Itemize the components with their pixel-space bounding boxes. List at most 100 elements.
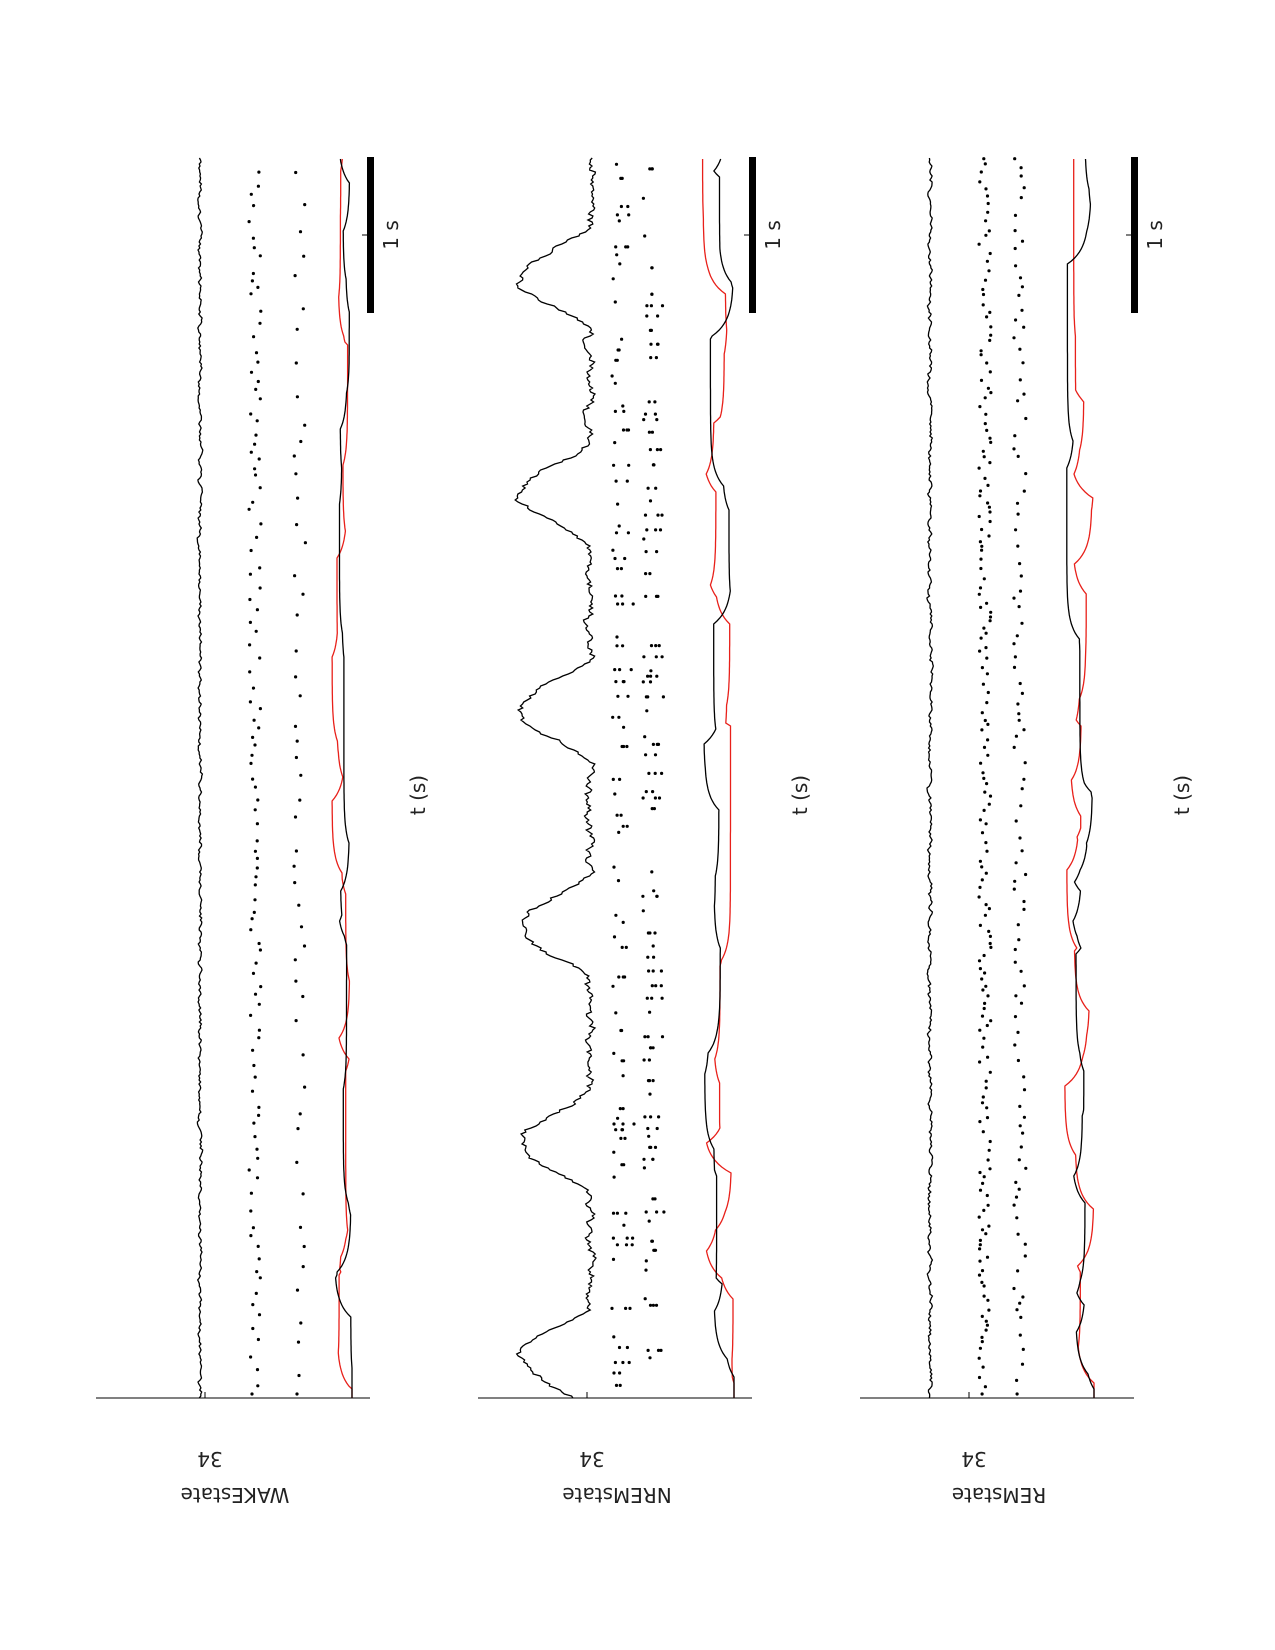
spike-dot: [1013, 157, 1017, 161]
spike-dot: [981, 771, 985, 775]
spike-dot: [651, 790, 655, 794]
spike-dot: [661, 695, 666, 699]
spike-dot: [646, 674, 650, 678]
spike-dot: [648, 1092, 652, 1096]
spike-dot: [254, 875, 258, 879]
spike-dot: [1021, 361, 1025, 365]
spike-dot: [250, 1089, 255, 1093]
spike-dot: [1016, 923, 1020, 927]
spike-dot: [258, 254, 262, 258]
spike-dot: [254, 1291, 258, 1295]
spike-dot: [298, 230, 303, 234]
spike-dot: [978, 1247, 982, 1251]
scale-bar-label: 1 s: [379, 220, 403, 250]
spike-dot: [648, 1303, 653, 1307]
spike-dot: [1014, 264, 1018, 268]
spike-dot: [1016, 1030, 1020, 1034]
spike-dot: [621, 920, 625, 925]
rate-curve-red: [1064, 159, 1095, 1398]
spike-dot: [659, 448, 663, 452]
panel-nrem: 34 NREMstate t (s) 1 s: [478, 157, 812, 1507]
spike-dot: [614, 680, 618, 684]
spike-dot: [1024, 872, 1028, 877]
spike-dot: [989, 610, 993, 614]
spike-dot: [295, 1392, 299, 1396]
spike-dot: [621, 824, 625, 828]
spike-dot: [621, 1122, 625, 1126]
spike-dot: [1018, 1104, 1022, 1108]
spike-dot: [979, 170, 983, 174]
spike-dot: [630, 1243, 634, 1247]
spike-dot: [986, 386, 991, 390]
spike-dot: [303, 1085, 307, 1089]
spike-dot: [251, 777, 255, 781]
spike-dot: [611, 984, 615, 988]
spike-dot: [294, 849, 298, 853]
spike-dot: [301, 307, 305, 311]
spike-dot: [981, 1365, 985, 1369]
spike-dot: [616, 879, 621, 883]
spike-dot: [645, 304, 649, 308]
spike-dot: [984, 1319, 988, 1323]
spike-dot: [978, 405, 982, 409]
spike-dot: [1016, 1269, 1020, 1273]
spike-dot: [253, 992, 258, 996]
spike-dot: [985, 782, 989, 786]
spike-dot: [251, 735, 255, 740]
spike-dot: [617, 1345, 622, 1350]
spike-dot: [251, 686, 256, 690]
spike-dot: [1019, 166, 1023, 170]
spike-dot: [613, 594, 618, 598]
spike-dot: [1022, 1088, 1027, 1092]
spike-dot: [259, 985, 263, 989]
spike-dot: [621, 404, 625, 408]
spike-dot: [988, 370, 992, 374]
spike-dot: [617, 715, 621, 719]
spike-dot: [653, 796, 658, 800]
lfp-trace: [926, 157, 934, 1399]
spike-dot: [625, 1345, 630, 1350]
spike-dot: [983, 162, 987, 166]
spike-dot: [1022, 899, 1026, 904]
spike-dot: [985, 259, 990, 263]
spike-dot: [620, 1128, 625, 1132]
spike-dot: [256, 1384, 260, 1388]
spike-dot: [611, 1211, 616, 1215]
spike-dot: [620, 594, 624, 598]
spike-dot: [253, 883, 257, 887]
spike-dot: [256, 798, 260, 802]
spike-dot: [987, 229, 991, 233]
scale-bar-label: 1 s: [1143, 220, 1167, 250]
spike-dot: [618, 1383, 622, 1387]
panel-title: NREMstate: [562, 1483, 671, 1507]
x-axis-label: t (s): [406, 775, 430, 815]
spike-dot: [980, 548, 984, 552]
spike-dot: [298, 798, 302, 802]
spike-dot: [985, 1023, 989, 1028]
scale-bar: [1131, 157, 1138, 313]
spike-dot: [653, 400, 657, 404]
spike-dot: [614, 1011, 618, 1015]
spike-dot: [642, 418, 646, 422]
spike-dot: [647, 400, 651, 404]
spike-dot: [621, 1360, 625, 1365]
spike-dot: [979, 605, 983, 610]
spike-dot: [656, 742, 661, 747]
spike-dot: [616, 694, 620, 698]
spike-dot: [646, 1035, 650, 1039]
spike-dot: [259, 309, 263, 313]
spike-dot: [257, 726, 261, 730]
spike-dot: [1024, 416, 1028, 421]
spike-dot: [988, 251, 992, 256]
spike-dot: [977, 1356, 981, 1360]
spike-dot: [980, 728, 984, 732]
spike-dot: [629, 668, 633, 672]
spike-dot: [987, 929, 991, 934]
spike-dot: [615, 1243, 620, 1247]
spike-dot: [612, 1175, 616, 1179]
spike-dot: [644, 1210, 648, 1214]
spike-dot: [642, 1157, 646, 1161]
spike-dot: [1018, 1301, 1022, 1305]
spike-dot: [252, 335, 256, 339]
spike-dot: [977, 1375, 982, 1380]
